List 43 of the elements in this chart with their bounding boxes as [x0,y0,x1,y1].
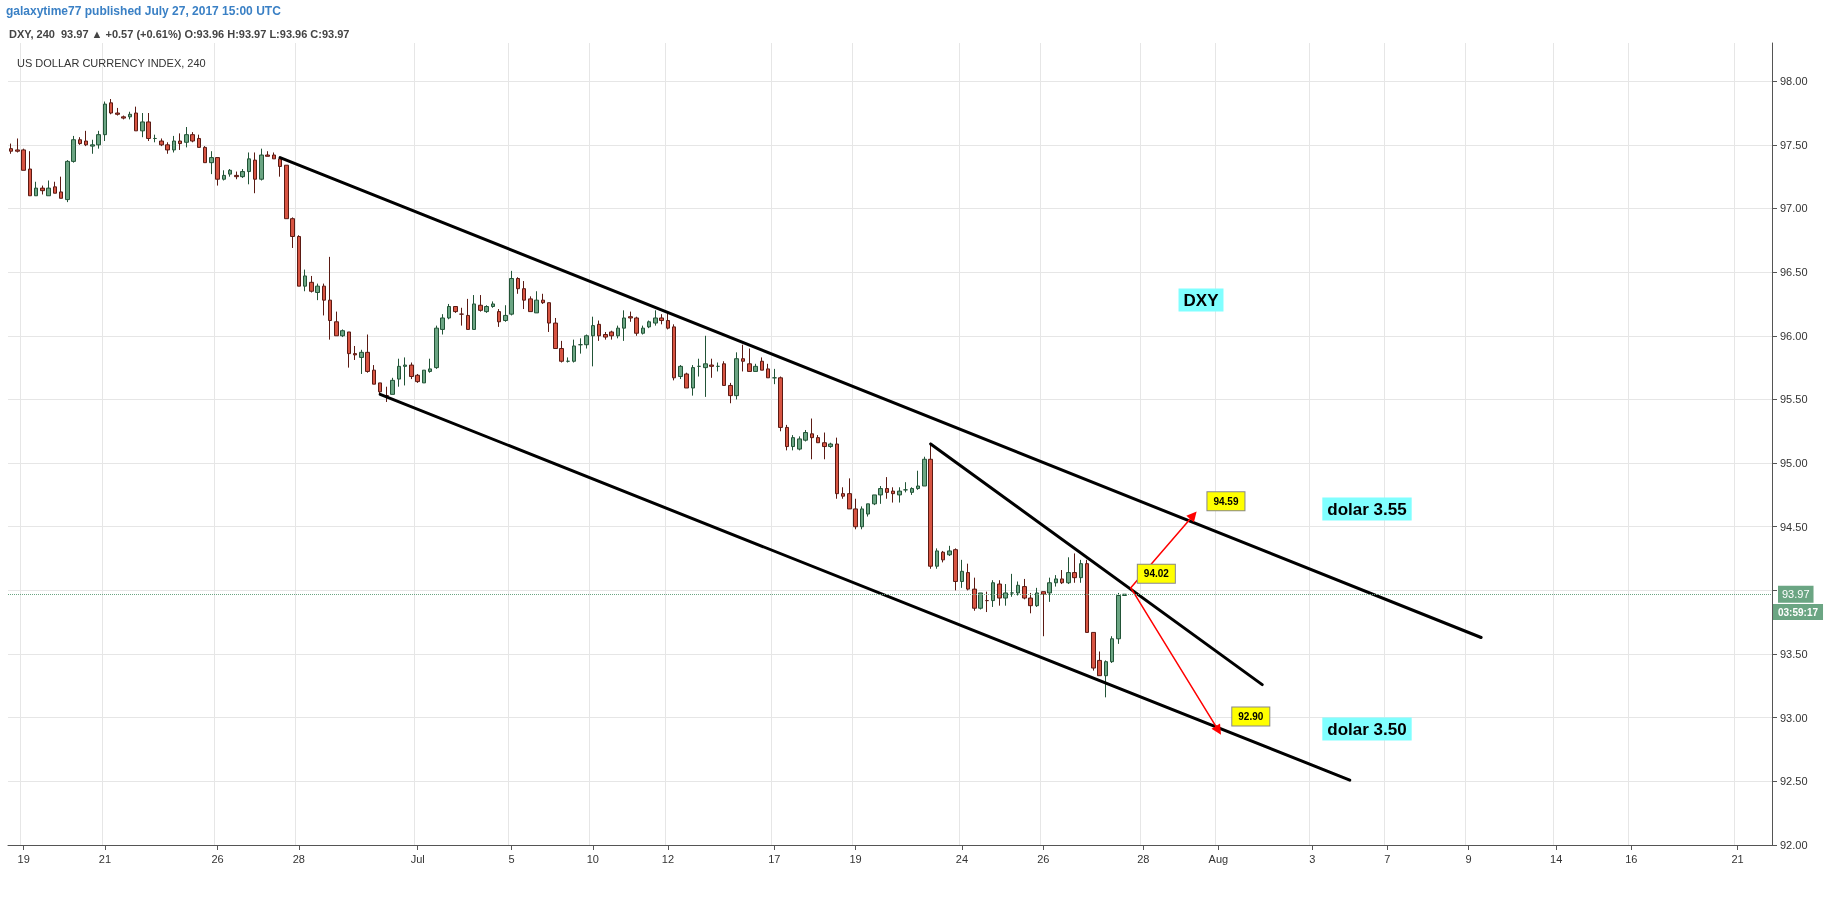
x-tick-label: 19 [17,852,30,865]
x-tick-label: Aug [1208,852,1229,865]
y-tick-label: 95.50 [1780,393,1808,406]
x-tick-label: 5 [508,852,515,865]
y-tick-label: 92.00 [1780,839,1808,851]
text: 03:59:17 [1778,606,1819,618]
x-tick-label: 3 [1309,852,1316,865]
y-tick-label: 95.00 [1780,457,1808,470]
annotation: dolar 3.50 [1327,719,1407,739]
x-tick-label: 26 [1037,852,1050,865]
y-tick-label: 96.50 [1780,266,1808,279]
x-tick-label: 26 [211,852,224,865]
annotation: DXY [1183,290,1220,310]
x-tick-label: 9 [1465,852,1472,865]
y-tick-label: 94.50 [1780,520,1808,533]
y-tick-label: 98.00 [1780,75,1808,88]
y-tick-label: 93.50 [1780,648,1808,661]
x-tick-label: 12 [661,852,675,865]
data-label: 92.90 [1238,710,1264,722]
x-tick-label: 10 [586,852,599,865]
y-tick-label: 97.50 [1780,138,1808,151]
y-tick-label: 97.00 [1780,202,1808,215]
y-tick-label: 96.00 [1780,329,1808,342]
annotation: dolar 3.55 [1327,499,1407,519]
x-tick-label: 19 [849,852,862,865]
x-tick-label: 21 [1731,852,1744,865]
y-tick-label: 93.00 [1780,711,1808,724]
x-tick-label: 21 [98,852,112,865]
chart-subtitle: DXY, 240 93.97 ▲ +0.57 (+0.61%) O:93.96 H:93.97 L:93.96 C:93.97 [9,27,350,40]
x-tick-label: 16 [1625,852,1638,865]
x-tick-label: 14 [1550,852,1563,865]
x-tick-label: 7 [1384,852,1391,865]
x-tick-label: Jul [410,852,425,865]
x-tick-label: 17 [768,852,781,865]
data-label: 94.02 [1143,568,1170,580]
data-label: 94.59 [1213,495,1239,507]
text: galaxytime77 published July 27, 2017 15:00 UTC [6,4,282,18]
ref-line-label: 93.97 [1782,588,1810,601]
x-tick-label: 24 [955,852,969,865]
x-tick-label: 28 [292,852,305,865]
x-tick-label: 28 [1137,852,1150,865]
y-tick-label: 92.50 [1780,775,1808,788]
text: US DOLLAR CURRENCY INDEX, 240 [17,56,206,69]
